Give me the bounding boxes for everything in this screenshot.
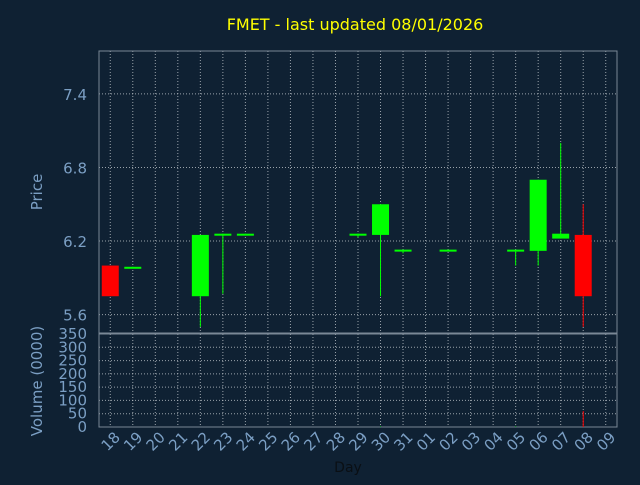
x-tick-labels: 1819202122232425262728293031010203040506… [98, 428, 620, 454]
candle-body [552, 233, 570, 239]
price-tick-label: 6.2 [63, 233, 87, 251]
candle-body [236, 233, 254, 236]
price-tick-label: 6.8 [63, 159, 87, 177]
volume-tick-label: 100 [58, 391, 87, 409]
volume-tick-label: 250 [58, 352, 87, 370]
volume-tick-label: 50 [68, 405, 87, 423]
candle-body [507, 249, 525, 252]
candle-body [372, 204, 390, 235]
price-tick-label: 7.4 [63, 86, 87, 104]
volume-frame [98, 333, 618, 428]
candle-body [529, 179, 547, 251]
volume-tick-label: 150 [58, 378, 87, 396]
price-panel: 5.6 6.2 6.8 7.4 [63, 50, 618, 334]
volume-tick-label: 300 [58, 338, 87, 356]
candle-body [214, 233, 232, 236]
chart-title: FMET - last updated 08/01/2026 [227, 15, 484, 34]
volume-tick-label: 200 [58, 365, 87, 383]
price-tick-label: 5.6 [63, 307, 87, 325]
volume-tick-label: 350 [58, 325, 87, 343]
candle-body [394, 249, 412, 252]
volume-tick-label: 0 [77, 418, 87, 436]
candle-body [574, 234, 592, 297]
candle-body [101, 265, 119, 297]
price-axis-label: Price [28, 174, 46, 211]
x-axis-label: Day [334, 460, 362, 476]
price-frame [98, 50, 618, 334]
volume-axis-label: Volume (0000) [28, 326, 46, 436]
candle-body [191, 234, 209, 297]
candle-body [349, 233, 367, 236]
candle-body [124, 266, 142, 269]
candle-body [439, 249, 457, 252]
